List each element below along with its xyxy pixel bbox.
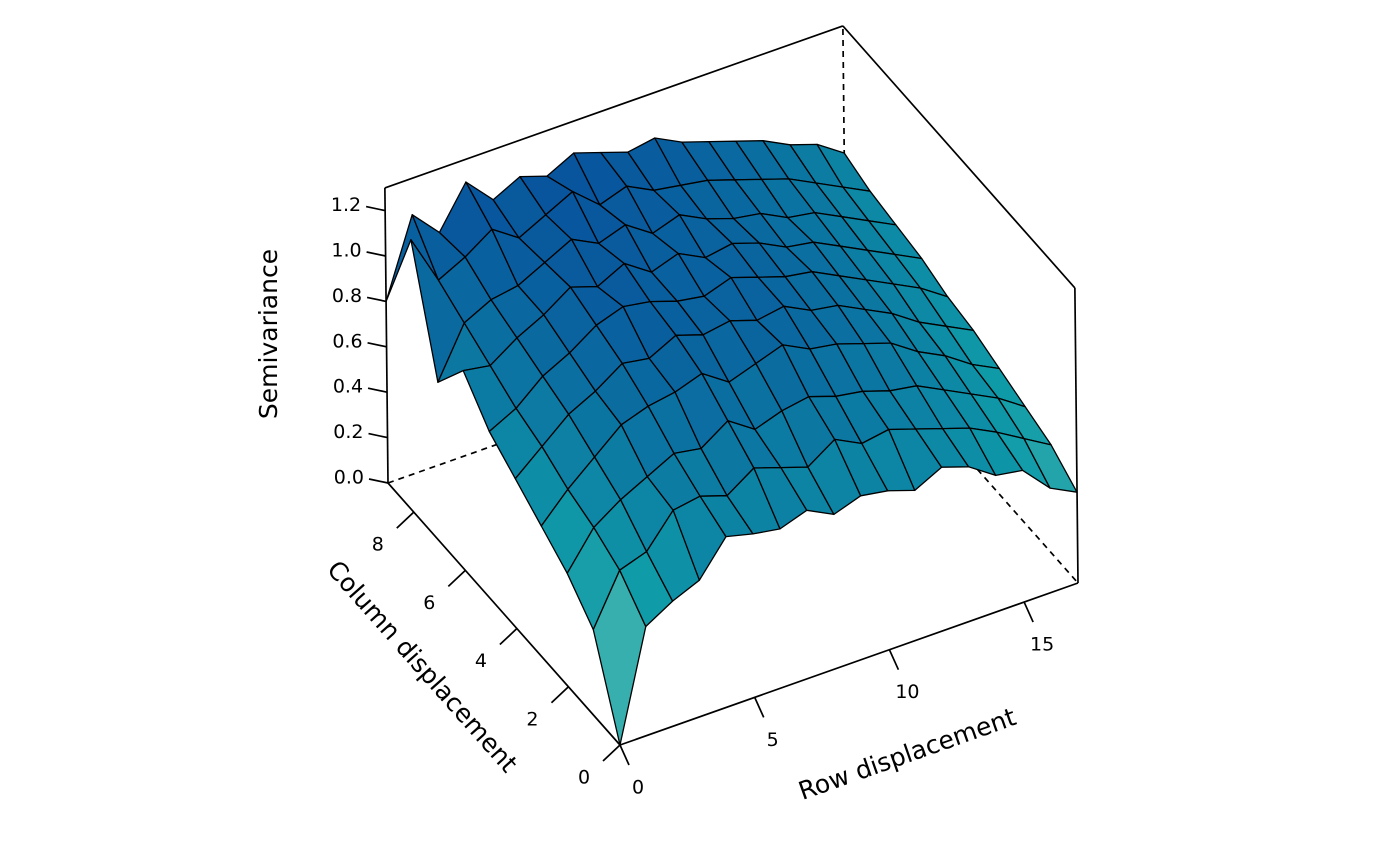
z-tick-0.2 xyxy=(368,432,388,439)
box-edge-right-top xyxy=(842,25,1076,289)
z-tick-label-1.2: 1.2 xyxy=(331,194,361,216)
z-tick-label-0.4: 0.4 xyxy=(333,376,363,398)
axes: 0 5 10 15 0 2 4 6 8 0.0 0.2 0.4 0.6 0.8 1.0 1.2 xyxy=(331,194,1054,798)
z-tick-1.0 xyxy=(366,251,386,257)
z-tick-0.8 xyxy=(366,296,387,303)
z-tick-1.2 xyxy=(365,205,386,212)
z-tick-0.6 xyxy=(367,341,387,348)
box-edge-left-vertical xyxy=(384,187,389,484)
x-tick-10 xyxy=(888,649,900,671)
surface-facet-16-0 xyxy=(1023,437,1078,493)
x-axis-title: Row displacement xyxy=(795,702,1020,806)
box-edge-back-top xyxy=(384,25,844,189)
y-tick-label-4: 4 xyxy=(475,650,487,672)
y-tick-label-6: 6 xyxy=(423,592,435,614)
y-tick-label-0: 0 xyxy=(578,767,590,789)
surface-mesh xyxy=(385,137,1078,746)
y-tick-label-2: 2 xyxy=(526,708,538,730)
x-tick-label-10: 10 xyxy=(895,681,919,703)
z-axis-title: Semivariance xyxy=(254,249,283,419)
x-tick-0 xyxy=(619,744,630,766)
y-tick-2 xyxy=(550,686,570,704)
z-tick-label-1.0: 1.0 xyxy=(331,240,361,262)
x-tick-15 xyxy=(1023,601,1034,623)
x-tick-label-15: 15 xyxy=(1030,634,1054,656)
z-tick-label-0.6: 0.6 xyxy=(332,330,362,352)
y-tick-4 xyxy=(499,627,518,646)
z-tick-label-0.8: 0.8 xyxy=(332,285,362,307)
y-tick-label-8: 8 xyxy=(372,534,384,556)
y-axis-title: Column displacement xyxy=(321,555,523,778)
z-tick-label-0.0: 0.0 xyxy=(334,467,364,489)
x-tick-label-0: 0 xyxy=(632,777,644,799)
x-tick-5 xyxy=(753,697,765,718)
box-edge-front-bottom xyxy=(619,582,1079,746)
box-edge-front-vertical xyxy=(1074,287,1079,584)
y-tick-8 xyxy=(396,511,415,529)
bounding-box-front xyxy=(384,25,1079,746)
y-tick-0 xyxy=(602,744,621,762)
box-edge-left-bottom xyxy=(387,482,621,746)
x-tick-label-5: 5 xyxy=(767,729,779,751)
z-tick-0.0 xyxy=(368,478,389,484)
z-tick-0.4 xyxy=(367,387,388,394)
y-tick-6 xyxy=(447,569,466,587)
z-tick-label-0.2: 0.2 xyxy=(333,421,363,443)
